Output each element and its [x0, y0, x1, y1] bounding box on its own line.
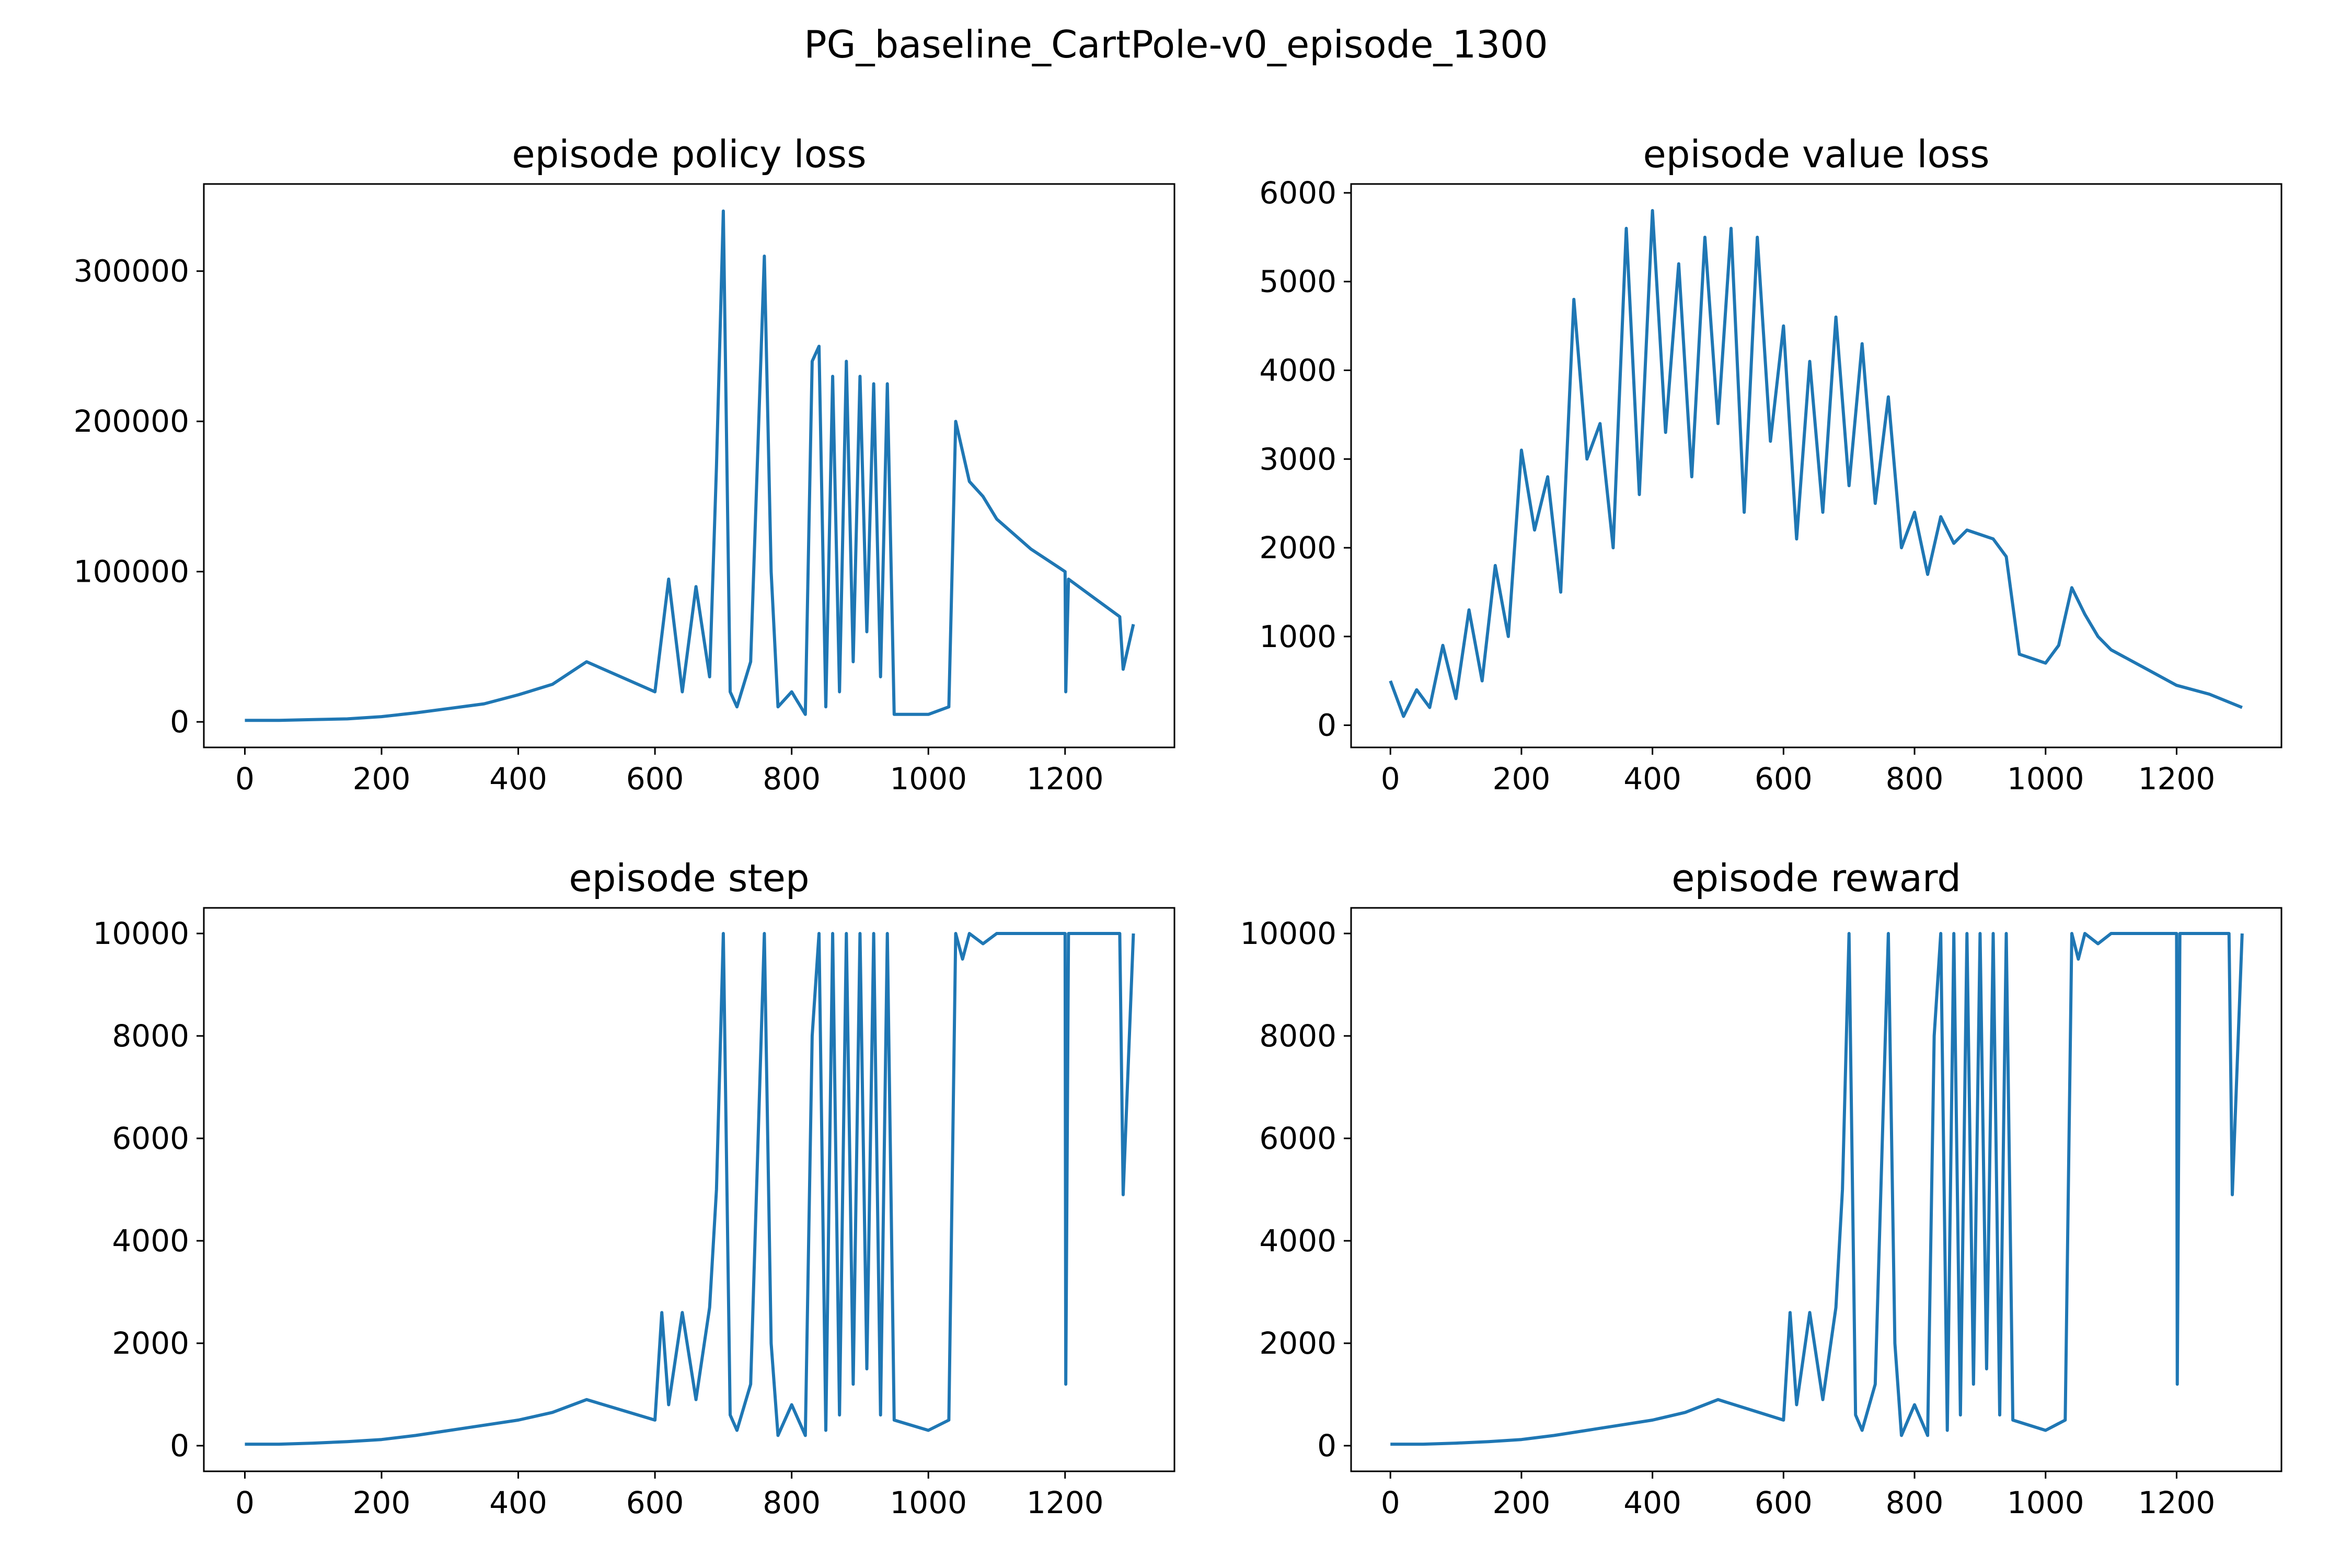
y-tick-label: 4000 [1259, 353, 1336, 388]
x-tick-label: 1000 [890, 1485, 967, 1520]
y-tick-label: 8000 [112, 1018, 189, 1054]
y-tick-label: 6000 [112, 1121, 189, 1156]
y-tick-label: 3000 [1259, 441, 1336, 477]
x-tick-label: 1200 [2138, 1485, 2216, 1520]
subplot-title: episode policy loss [512, 132, 866, 176]
plot-frame [203, 907, 1175, 1472]
x-tick-label: 800 [763, 1485, 821, 1520]
subplot-grid: episode policy loss 0 200 400 600 800 1000 1200… [74, 132, 2282, 1520]
plot-frame [1350, 183, 2282, 748]
y-tick-label: 10000 [93, 916, 189, 951]
x-tick-label: 600 [626, 1485, 684, 1520]
x-tick-label: 400 [489, 1485, 547, 1520]
x-tick-label: 1000 [2007, 1485, 2084, 1520]
y-tick-label: 0 [170, 704, 189, 740]
y-tick-label: 5000 [1259, 264, 1336, 299]
x-tick-label: 600 [1755, 761, 1813, 797]
y-tick-label: 1000 [1259, 619, 1336, 654]
subplot-1: episode policy loss 0 200 400 600 800 1000 1200… [74, 132, 1175, 797]
x-tick-label: 400 [489, 761, 547, 797]
series-line-1 [1390, 932, 2244, 1446]
y-tick-label: 10000 [1240, 916, 1336, 951]
y-tick-label: 8000 [1259, 1018, 1336, 1054]
y-tick-label: 300000 [74, 253, 189, 289]
subplot-title: episode reward [1671, 856, 1961, 900]
series-line-1 [245, 932, 1135, 1446]
x-tick-label: 200 [1493, 1485, 1551, 1520]
y-tick-label: 4000 [1259, 1223, 1336, 1259]
x-tick-label: 1200 [2138, 761, 2216, 797]
y-tick-label: 0 [1317, 708, 1336, 743]
plot-frame [1350, 907, 2282, 1472]
x-tick-label: 1000 [890, 761, 967, 797]
figure-title: PG_baseline_CartPole-v0_episode_1300 [804, 22, 1548, 66]
y-tick-label: 2000 [1259, 1325, 1336, 1361]
x-tick-label: 400 [1623, 761, 1681, 797]
y-tick-label: 2000 [112, 1325, 189, 1361]
subplot-title: episode value loss [1643, 132, 1989, 176]
y-tick-label: 6000 [1259, 1121, 1336, 1156]
x-tick-label: 1200 [1027, 1485, 1104, 1520]
x-tick-label: 1200 [1027, 761, 1104, 797]
x-tick-label: 200 [353, 761, 411, 797]
x-tick-label: 0 [1381, 1485, 1400, 1520]
x-tick-label: 800 [1886, 1485, 1944, 1520]
series-line-1 [245, 209, 1135, 722]
x-tick-label: 600 [1755, 1485, 1813, 1520]
y-tick-label: 200000 [74, 403, 189, 439]
subplot-2: episode value loss 0 200 400 600 800 1000 1200 0… [1259, 132, 2282, 797]
x-tick-label: 200 [1493, 761, 1551, 797]
subplot-4: episode reward 0 200 400 600 800 1000 1200 0 2000… [1240, 856, 2282, 1520]
x-tick-label: 400 [1623, 1485, 1681, 1520]
subplot-title: episode step [569, 856, 809, 900]
x-tick-label: 600 [626, 761, 684, 797]
x-tick-label: 0 [235, 1485, 255, 1520]
y-tick-label: 100000 [74, 554, 189, 590]
x-tick-label: 1000 [2007, 761, 2084, 797]
x-tick-label: 800 [763, 761, 821, 797]
series-line-1 [1389, 209, 2243, 718]
y-tick-label: 2000 [1259, 530, 1336, 566]
x-tick-label: 800 [1886, 761, 1944, 797]
x-tick-label: 0 [235, 761, 255, 797]
x-tick-label: 200 [353, 1485, 411, 1520]
y-tick-label: 0 [1317, 1428, 1336, 1463]
y-tick-label: 0 [170, 1428, 189, 1463]
subplot-3: episode step 0 200 400 600 800 1000 1200 0 2000 40… [93, 856, 1175, 1520]
y-tick-label: 6000 [1259, 175, 1336, 211]
plot-frame [203, 183, 1175, 748]
x-tick-label: 0 [1381, 761, 1400, 797]
y-tick-label: 4000 [112, 1223, 189, 1259]
